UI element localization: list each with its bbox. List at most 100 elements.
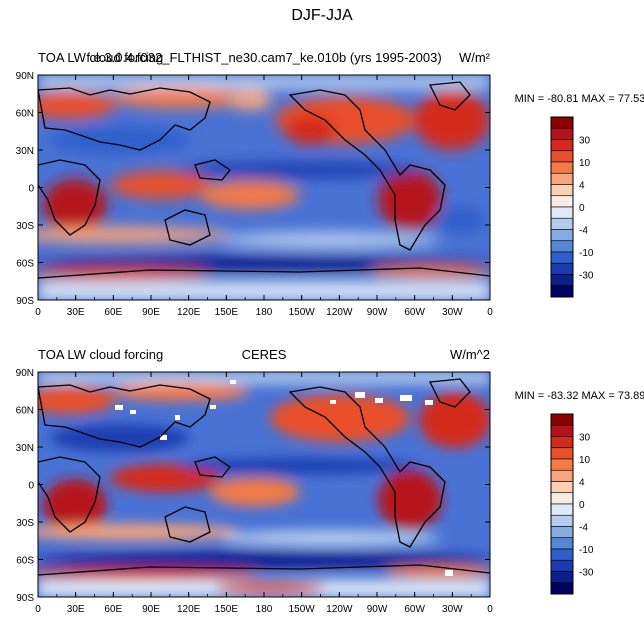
colorbar-swatch (550, 492, 574, 505)
colorbar-tick-label: -10 (579, 545, 594, 556)
colorbar-swatch (550, 206, 574, 219)
panel-left-title: TOA LW cloud forcing (38, 347, 163, 362)
lon-tick-label: 60W (404, 307, 425, 318)
lon-tick-label: 150E (215, 604, 239, 615)
colorbar-tick-label: -30 (579, 568, 594, 579)
colorbar-tick-label: -4 (579, 523, 588, 534)
lon-tick-label: 0 (487, 307, 493, 318)
colorbar-tick-label: 4 (579, 181, 585, 192)
lat-tick-label: 30N (16, 443, 34, 454)
colorbar-swatch (550, 526, 574, 539)
colorbar-tick-label: 30 (579, 136, 591, 147)
colorbar-tick-label: 10 (579, 455, 591, 466)
colorbar-frame (550, 413, 574, 595)
figure-title: DJF-JJA (291, 7, 353, 24)
colorbar-swatch (550, 217, 574, 230)
lon-tick-label: 180 (256, 307, 273, 318)
lon-tick-label: 0 (35, 307, 41, 318)
panel-units: W/m² (459, 50, 491, 65)
lat-tick-label: 30S (16, 221, 34, 232)
lon-tick-label: 60W (404, 604, 425, 615)
colorbar-swatch (550, 139, 574, 152)
colorbar-swatch (550, 469, 574, 482)
colorbar-swatch (550, 436, 574, 449)
colorbar-swatch (550, 559, 574, 572)
lon-tick-label: 150E (215, 307, 239, 318)
lat-tick-label: 90S (16, 296, 34, 307)
colorbar-swatch (550, 229, 574, 242)
lon-tick-label: 30W (442, 604, 463, 615)
lat-tick-label: 90N (16, 368, 34, 379)
lon-tick-label: 60E (104, 604, 122, 615)
colorbar-tick-label: 0 (579, 203, 585, 214)
colorbar-swatch (550, 184, 574, 197)
colorbar-swatch (550, 481, 574, 494)
lat-tick-label: 60S (16, 259, 34, 270)
lon-tick-label: 90E (142, 604, 160, 615)
colorbar-tick-label: 0 (579, 500, 585, 511)
lat-tick-label: 60S (16, 556, 34, 567)
colorbar-swatch (550, 285, 574, 298)
lon-tick-label: 90E (142, 307, 160, 318)
lon-tick-label: 30E (67, 604, 85, 615)
lon-tick-label: 120E (177, 307, 201, 318)
lat-tick-label: 60N (16, 109, 34, 120)
lon-tick-label: 150W (289, 307, 316, 318)
lat-tick-label: 30S (16, 518, 34, 529)
colorbar-swatch (550, 251, 574, 264)
colorbar-swatch (550, 413, 574, 426)
lat-tick-label: 60N (16, 406, 34, 417)
colorbar-swatch (550, 582, 574, 595)
colorbar-swatch (550, 127, 574, 140)
panel-stats: MIN = -80.81 MAX = 77.53 (515, 93, 644, 105)
colorbar-swatch (550, 537, 574, 550)
panel-ceres: TOA LW cloud forcing CERES W/m^2 MIN = -… (16, 347, 644, 615)
colorbar-swatch (550, 195, 574, 208)
contour-field (38, 75, 490, 300)
colorbar-swatch (550, 172, 574, 185)
colorbar-swatch (550, 150, 574, 163)
lat-tick-label: 30N (16, 146, 34, 157)
contour-field (38, 372, 490, 597)
lon-tick-label: 60E (104, 307, 122, 318)
colorbar-tick-label: -30 (579, 271, 594, 282)
colorbar-swatch (550, 116, 574, 129)
colorbar-tick-label: -4 (579, 226, 588, 237)
lat-tick-label: 0 (28, 184, 34, 195)
lon-tick-label: 180 (256, 604, 273, 615)
lon-tick-label: 0 (35, 604, 41, 615)
lon-tick-label: 120W (326, 307, 353, 318)
lon-tick-label: 30E (67, 307, 85, 318)
colorbar-swatch (550, 424, 574, 437)
colorbar-swatch (550, 240, 574, 253)
panel-center-title: CERES (242, 347, 287, 362)
colorbar: 30 10 4 0 -4 -10 -30 (550, 116, 594, 298)
lon-tick-label: 150W (289, 604, 316, 615)
colorbar-tick-label: -10 (579, 248, 594, 259)
colorbar-swatch (550, 514, 574, 527)
lon-tick-label: 0 (487, 604, 493, 615)
colorbar-swatch (550, 571, 574, 584)
panel-model: TOA LW cloud forcing f.e.3.0.4.f032_FLTH… (16, 50, 644, 318)
colorbar-tick-label: 10 (579, 158, 591, 169)
colorbar-tick-label: 30 (579, 433, 591, 444)
lon-tick-label: 120E (177, 604, 201, 615)
panel-left-title: TOA LW cloud forcing (38, 50, 163, 65)
colorbar-tick-label: 4 (579, 478, 585, 489)
lat-tick-label: 90N (16, 71, 34, 82)
lon-tick-label: 90W (367, 307, 388, 318)
panel-center-title: f.e.3.0.4.f032_FLTHIST_ne30.cam7_ke.010b… (86, 50, 441, 65)
colorbar-swatch (550, 447, 574, 460)
colorbar-swatch (550, 274, 574, 287)
colorbar-swatch (550, 161, 574, 174)
lon-tick-label: 30W (442, 307, 463, 318)
colorbar: 30 10 4 0 -4 -10 -30 (550, 413, 594, 595)
colorbar-frame (550, 116, 574, 298)
colorbar-swatch (550, 458, 574, 471)
lon-tick-label: 120W (326, 604, 353, 615)
panel-units: W/m^2 (450, 347, 490, 362)
lat-tick-label: 90S (16, 593, 34, 604)
